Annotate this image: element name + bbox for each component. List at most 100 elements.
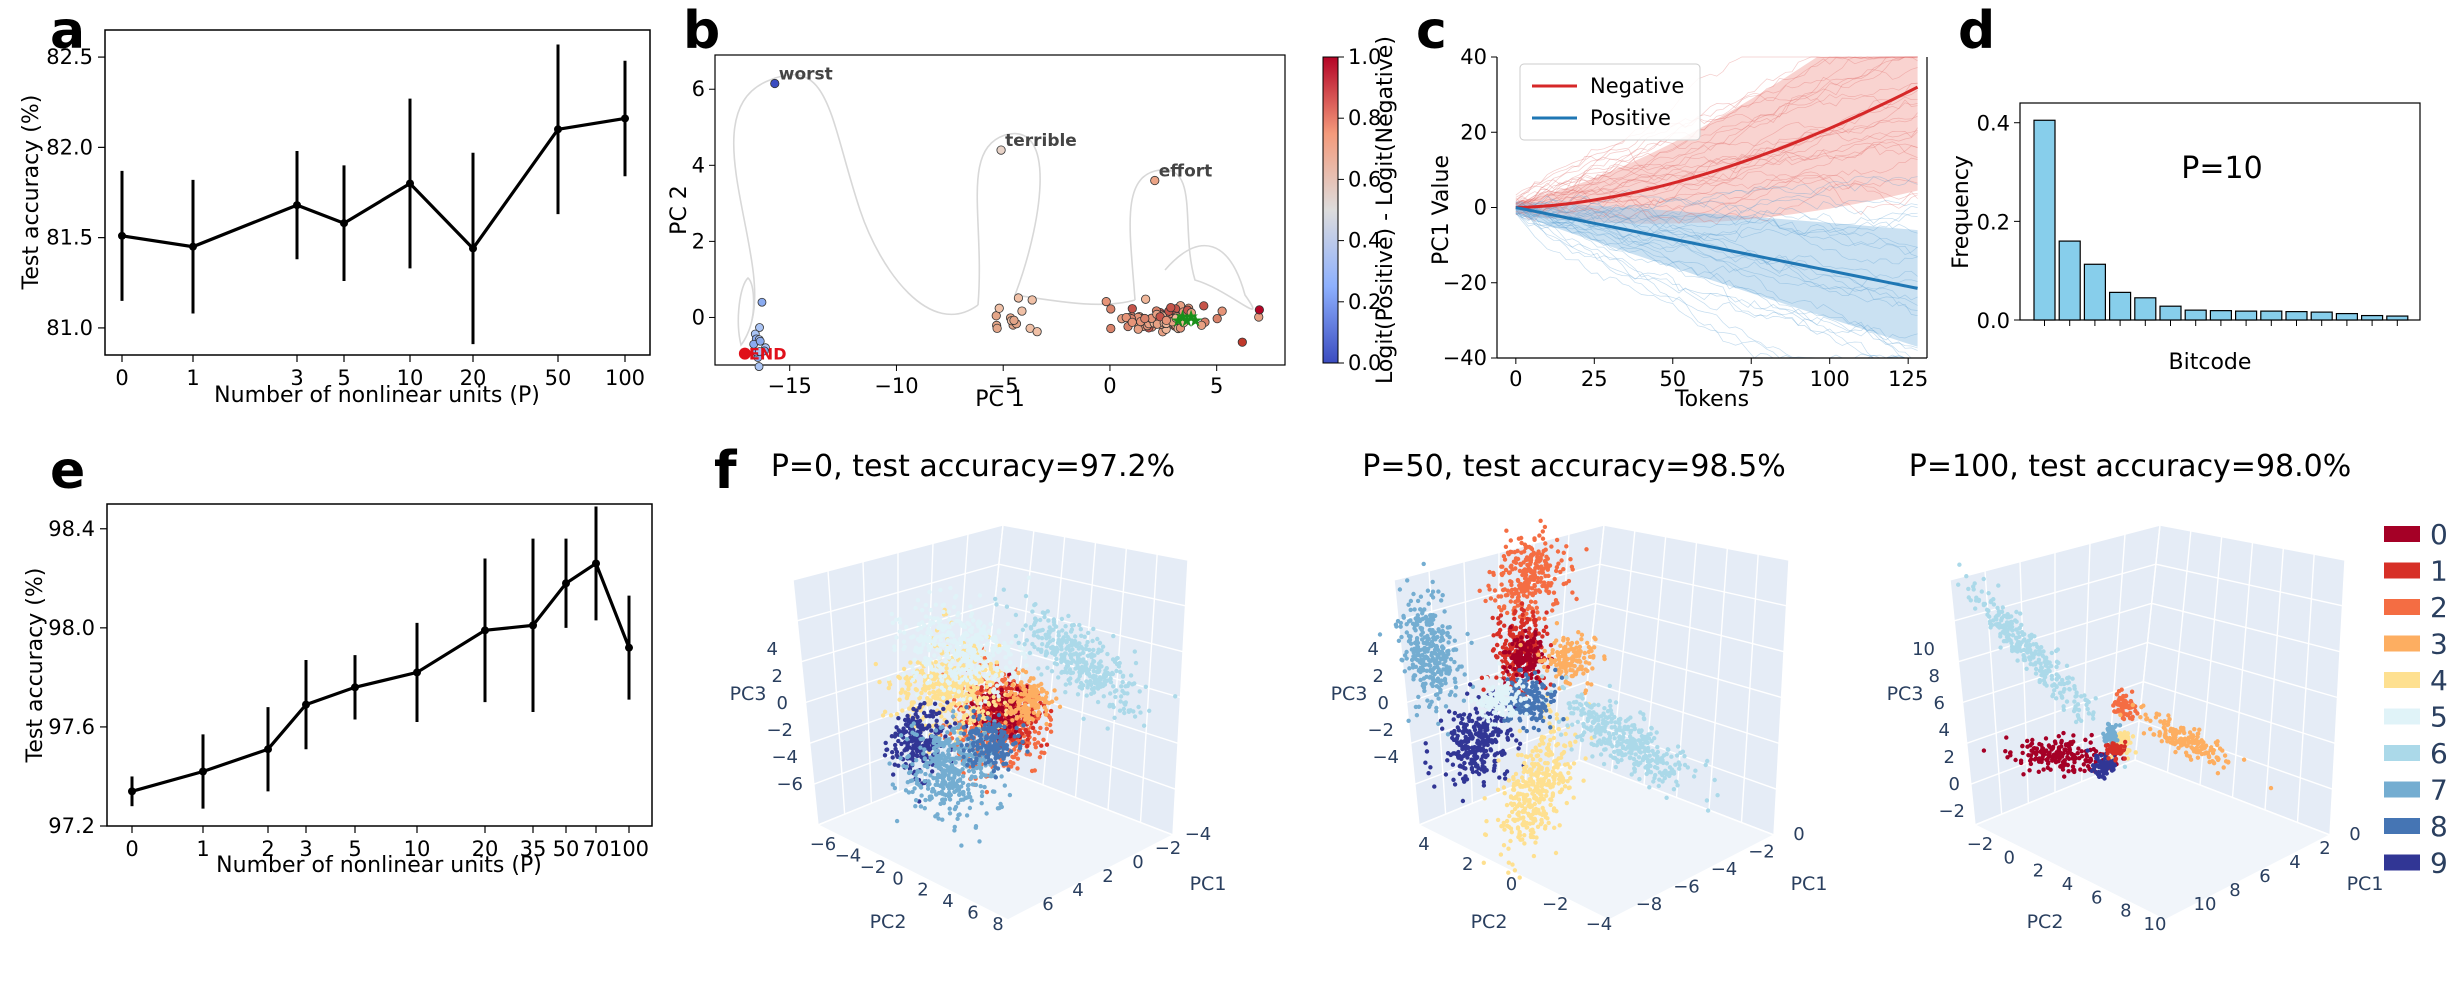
panel-d-xlabel: Bitcode xyxy=(2169,350,2252,375)
data-point xyxy=(302,700,310,709)
end-point xyxy=(738,347,751,360)
digit-cluster-5 xyxy=(1468,661,1529,727)
colorbar-tick-label: 0.4 xyxy=(1348,229,1381,253)
token-point xyxy=(1140,313,1150,324)
plot-f3-floor xyxy=(1973,759,2332,921)
token-point xyxy=(1237,337,1247,347)
pc1-tick: −4 xyxy=(1185,824,1212,845)
y-tick-label: 4 xyxy=(692,153,705,177)
frequency-bar xyxy=(2335,312,2358,321)
token-point xyxy=(1212,314,1222,324)
panel-c-legend xyxy=(1519,63,1701,141)
legend-label-4: 4 xyxy=(2430,664,2448,697)
pc1-tick: −6 xyxy=(1673,877,1700,898)
token-point xyxy=(1027,295,1037,305)
negative-trajectory xyxy=(1515,174,1918,214)
star-marker: ★ xyxy=(1174,307,1190,328)
legend-label-8: 8 xyxy=(2430,810,2448,843)
negative-trajectory xyxy=(1515,56,1918,205)
panel-label-a: a xyxy=(50,1,85,61)
digit-cluster-3 xyxy=(1518,621,1607,696)
negative-trajectory xyxy=(1515,130,1918,213)
pc1-tick: −4 xyxy=(1711,859,1738,880)
panel-label-b: b xyxy=(683,1,720,61)
pc2-tick: 6 xyxy=(2091,887,2102,908)
data-point xyxy=(592,559,600,568)
pc3-label: PC3 xyxy=(730,683,767,705)
pc1-tick: 8 xyxy=(2229,880,2240,901)
token-point xyxy=(992,323,1002,333)
pc3-tick: 10 xyxy=(1912,639,1935,660)
x-tick-label: 20 xyxy=(472,837,499,861)
pc3-tick: −2 xyxy=(1938,801,1965,822)
legend-swatch-9 xyxy=(2384,854,2420,871)
pc1-tick: −2 xyxy=(1155,838,1182,859)
data-point xyxy=(199,767,207,776)
legend-label-2: 2 xyxy=(2430,591,2448,624)
x-tick-label: 1 xyxy=(196,837,209,861)
data-point xyxy=(554,125,562,134)
y-tick-label: −40 xyxy=(1443,346,1487,370)
star-marker: ★ xyxy=(1187,310,1203,331)
positive-trajectory xyxy=(1515,206,1918,256)
legend-swatch-1 xyxy=(2384,562,2420,579)
pc2-label: PC2 xyxy=(2027,911,2064,933)
frequency-bar xyxy=(2235,310,2258,321)
x-tick-label: 0 xyxy=(1103,374,1116,398)
negative-trajectory xyxy=(1515,93,1918,205)
data-point xyxy=(481,626,489,635)
negative-trajectory xyxy=(1515,127,1918,208)
annotation-label: worst xyxy=(779,65,833,85)
negative-trajectory xyxy=(1515,145,1918,219)
digit-cluster-4 xyxy=(1481,693,1595,880)
negative-trajectory xyxy=(1515,179,1918,225)
token-point xyxy=(1013,293,1024,303)
panel-label-d: d xyxy=(1958,1,1995,61)
y-tick-label: 0 xyxy=(1474,196,1487,220)
x-tick-label: 35 xyxy=(520,837,547,861)
positive-trajectory xyxy=(1515,198,1918,228)
x-tick-label: 20 xyxy=(460,366,487,390)
trajectory-path-1 xyxy=(732,73,979,321)
data-point xyxy=(562,579,570,588)
frequency-bar xyxy=(2083,263,2106,321)
digit-cluster-3 xyxy=(1003,668,1063,727)
pc2-tick: 2 xyxy=(917,880,928,901)
data-point xyxy=(264,745,272,754)
data-point xyxy=(128,787,136,796)
digit-cluster-0 xyxy=(1500,625,1554,686)
pc2-tick: 6 xyxy=(967,903,978,924)
pc3-tick: 6 xyxy=(1934,693,1945,714)
legend-label-1: 1 xyxy=(2430,555,2448,588)
negative-trajectory xyxy=(1515,56,1918,200)
data-point xyxy=(118,231,126,240)
y-tick-label: −20 xyxy=(1443,271,1487,295)
x-tick-label: 5 xyxy=(337,366,350,390)
pc1-tick: −2 xyxy=(1748,842,1775,863)
pc2-tick: −4 xyxy=(835,845,862,866)
panel-a-ylabel: Test accuracy (%) xyxy=(19,95,44,291)
positive-trajectory xyxy=(1515,194,1918,243)
x-tick-label: 5 xyxy=(1210,374,1223,398)
data-point xyxy=(621,114,629,123)
pc3-tick: −6 xyxy=(776,774,803,795)
token-point xyxy=(757,297,767,307)
panel-d-chart: 0.0 0.2 0.4 P=10 Bitcode Frequency xyxy=(1949,102,2421,375)
pc1-tick: 0 xyxy=(2349,824,2360,845)
x-tick-label: 10 xyxy=(404,837,431,861)
frequency-bar xyxy=(2285,311,2308,321)
negative-trajectory xyxy=(1515,102,1918,196)
positive-trajectory xyxy=(1515,176,1918,214)
digit-cluster-1 xyxy=(2103,739,2128,763)
negative-trajectory xyxy=(1515,56,1918,205)
negative-trajectory xyxy=(1515,170,1918,217)
x-tick-label: 0 xyxy=(1509,367,1522,391)
y-tick-label: 6 xyxy=(692,77,705,101)
y-tick-label: 0.4 xyxy=(1977,112,2010,136)
token-point xyxy=(1199,301,1209,311)
digit-cluster-7 xyxy=(1377,561,1476,737)
x-tick-label: 0 xyxy=(115,366,128,390)
pc1-tick: 4 xyxy=(2289,852,2300,873)
negative-trajectory xyxy=(1515,56,1918,204)
x-tick-label: 125 xyxy=(1888,367,1928,391)
